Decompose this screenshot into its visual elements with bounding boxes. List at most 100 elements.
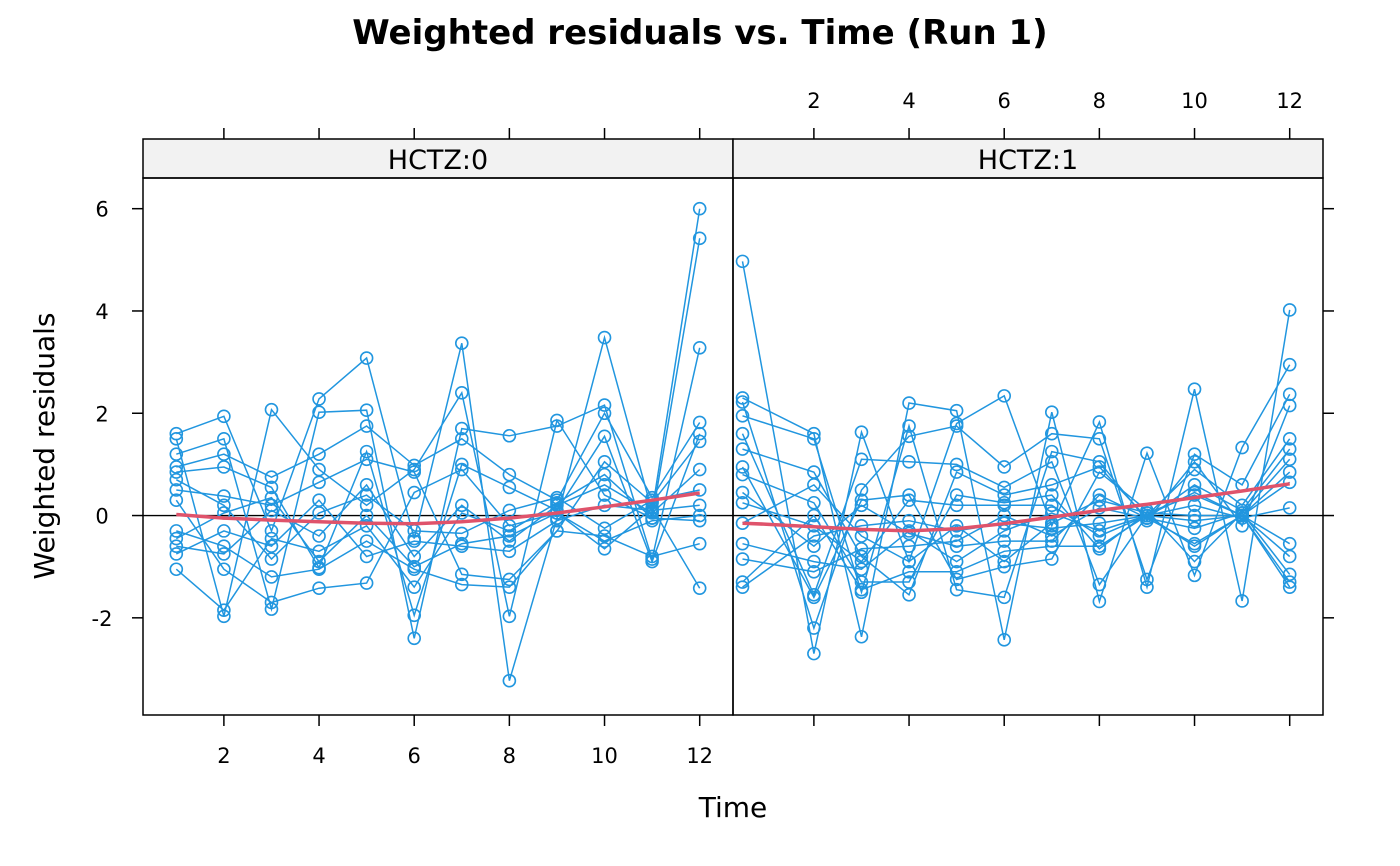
data-point (454, 567, 469, 582)
data-point (217, 489, 231, 503)
data-point (502, 534, 517, 548)
y-tick-label: 4 (95, 300, 108, 324)
series-line-8 (742, 481, 1291, 548)
data-point (1092, 594, 1107, 609)
data-point (1044, 506, 1059, 520)
y-tick-label: -2 (92, 607, 113, 631)
data-point (735, 409, 750, 423)
data-point (997, 498, 1012, 513)
data-point (692, 498, 707, 513)
data-point (454, 536, 469, 551)
data-point (407, 559, 422, 574)
data-point (407, 485, 422, 500)
data-point (807, 590, 821, 605)
data-point (359, 403, 374, 417)
data-point (1044, 521, 1059, 536)
data-point (169, 531, 184, 546)
data-point (359, 488, 374, 502)
data-point (264, 552, 279, 566)
data-point (735, 467, 750, 482)
data-point (1092, 516, 1107, 531)
data-point (997, 389, 1012, 403)
data-point (407, 465, 422, 479)
data-point (854, 498, 869, 513)
data-point (692, 201, 707, 216)
data-point (312, 581, 326, 595)
data-point (550, 490, 564, 505)
series-line-4 (176, 433, 701, 618)
series-line-2 (176, 347, 701, 639)
data-point (949, 488, 964, 502)
data-point (502, 544, 517, 559)
data-point (692, 340, 707, 355)
series-line-3 (176, 411, 701, 502)
data-point (1044, 405, 1059, 420)
data-point (1282, 303, 1297, 317)
data-point (1187, 462, 1202, 477)
data-point (454, 498, 469, 513)
data-point (997, 590, 1012, 605)
panel-1: HCTZ:1 2 4 6 8 10 12 (732, 89, 1324, 726)
series-line-1 (175, 238, 701, 617)
smooth-line (176, 491, 700, 526)
data-point (949, 539, 964, 554)
data-point (807, 508, 821, 523)
series-line-11 (175, 479, 700, 561)
data-point (169, 562, 184, 577)
data-point (312, 554, 326, 569)
data-point (217, 432, 231, 446)
data-point (1044, 455, 1059, 469)
data-point (645, 554, 659, 569)
data-point (854, 425, 869, 439)
data-point (997, 544, 1012, 559)
data-point (1044, 444, 1059, 459)
x-tick-label: 10 (1181, 89, 1208, 113)
data-point (502, 480, 517, 495)
data-point (854, 452, 869, 467)
data-point (997, 554, 1012, 569)
series-line-6 (741, 458, 1291, 600)
data-point (692, 508, 707, 523)
data-point (949, 457, 964, 472)
data-point (454, 526, 469, 541)
data-point (735, 485, 750, 500)
data-point (597, 330, 612, 345)
data-point (854, 518, 869, 533)
data-point (1092, 415, 1107, 429)
data-point (502, 609, 517, 624)
data-point (997, 488, 1012, 502)
data-point (169, 432, 184, 446)
data-point (902, 513, 916, 528)
series-line-0 (176, 208, 701, 681)
data-point (359, 518, 374, 533)
data-point (1282, 501, 1297, 515)
data-point (902, 429, 916, 444)
data-point (902, 564, 916, 579)
x-axis-label: Time (698, 791, 768, 824)
data-point (1235, 508, 1249, 523)
data-point (1044, 426, 1059, 441)
data-point (359, 444, 374, 459)
x-tick-label: 10 (591, 744, 618, 768)
data-point (312, 529, 326, 543)
data-point (854, 582, 869, 597)
data-point (735, 552, 750, 566)
data-point (597, 529, 612, 543)
data-point (169, 472, 184, 487)
data-point (735, 495, 750, 510)
data-point (597, 478, 612, 492)
data-point (854, 541, 869, 556)
data-point (264, 480, 279, 495)
data-point (312, 392, 326, 406)
smooth-line (742, 482, 1290, 533)
series-line-3 (742, 405, 1291, 599)
data-point (692, 536, 707, 551)
data-point (1092, 465, 1107, 479)
data-layer (733, 254, 1323, 661)
data-point (217, 498, 231, 513)
data-point (359, 452, 374, 467)
data-point (1282, 465, 1297, 479)
data-point (735, 395, 750, 409)
data-point (217, 409, 231, 424)
